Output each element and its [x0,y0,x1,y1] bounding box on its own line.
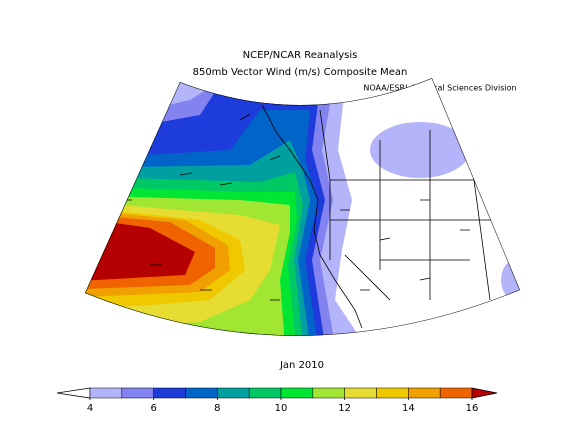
colorbar-bin [344,387,377,399]
credit: NOAA/ESRL Physical Sciences Division [363,84,516,93]
colorbar-bin [89,387,123,399]
colorbar-tick-label: 16 [466,403,479,414]
colorbar-tick-label: 14 [402,403,415,414]
colorbar-bin [280,387,314,399]
colorbar-tick-label: 10 [275,403,288,414]
title-line: 850mb Vector Wind (m/s) Composite Mean [193,67,408,78]
colorbar-bin [153,387,186,399]
colorbar-tick-label: 12 [338,403,351,414]
colorbar-bin [185,387,218,399]
colorbar-bin [439,387,473,399]
colorbar-bin [376,387,409,399]
colorbar-tick-label: 6 [150,403,156,414]
colorbar: 4 6 8 10 12 14 16 [56,387,498,414]
colorbar-arrow [56,387,91,399]
title-line: NCEP/NCAR Reanalysis [243,50,358,61]
colorbar-tick-label: 4 [87,403,93,414]
colorbar-bin [408,387,441,399]
colorbar-tick-label: 8 [214,403,220,414]
colorbar-bin [248,387,282,399]
period: Jan 2010 [279,360,324,371]
colorbar-bin [312,387,345,399]
colorbar-bin [217,387,250,399]
colorbar-arrow [471,387,498,399]
colorbar-bin [121,387,154,399]
